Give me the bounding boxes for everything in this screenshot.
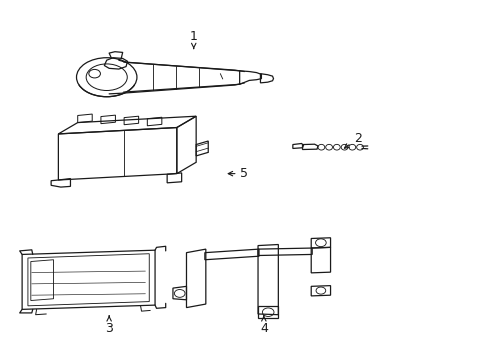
Text: 2: 2 bbox=[344, 132, 361, 148]
Text: 3: 3 bbox=[105, 316, 113, 335]
Text: 5: 5 bbox=[228, 167, 248, 180]
Text: 1: 1 bbox=[189, 30, 197, 49]
Text: 4: 4 bbox=[259, 316, 267, 335]
